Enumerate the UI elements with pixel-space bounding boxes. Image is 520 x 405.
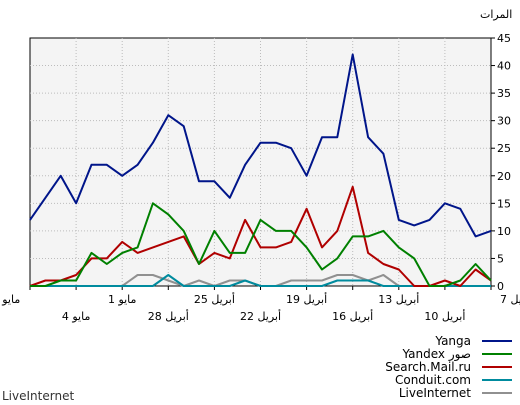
y-tick-label: 40 — [497, 60, 511, 73]
x-tick-label: 10 أبريل — [424, 309, 465, 323]
x-tick-label: 16 أبريل — [332, 309, 373, 323]
legend-label: LiveInternet — [399, 386, 471, 400]
y-tick-label: 15 — [497, 197, 511, 210]
x-tick-label: 4 مايو — [62, 310, 91, 323]
y-tick-label: 10 — [497, 225, 511, 238]
y-tick-label: 25 — [497, 142, 511, 155]
series-line — [30, 202, 492, 287]
y-tick-label: 5 — [497, 252, 504, 265]
x-tick-label: 22 أبريل — [240, 309, 281, 323]
y-tick-label: 30 — [497, 115, 511, 128]
x-ticks: 7 مايو 1 مايو 25 أبريل 19 أبريل 13 أبريل 7 أب… — [0, 286, 520, 323]
y-tick-label: 0 — [497, 280, 504, 293]
y-tick-label: 35 — [497, 87, 511, 100]
legend-label: Yanga — [434, 334, 471, 348]
x-tick-label: 13 أبريل — [378, 292, 419, 306]
footer-brand: LiveInternet — [2, 389, 74, 403]
legend-label: Conduit.com — [395, 373, 471, 387]
x-tick-label: 7 أبريل — [500, 292, 520, 306]
y-ticks: 0 5 10 15 20 25 30 35 40 45 — [491, 32, 511, 293]
series-line — [29, 185, 492, 287]
y-axis-label: المرات — [480, 8, 512, 21]
y-tick-label: 20 — [497, 170, 511, 183]
x-tick-label: 28 أبريل — [148, 309, 189, 323]
series-lines — [29, 53, 492, 287]
legend-label: Yandex صور — [401, 347, 471, 362]
legend-label: Search.Mail.ru — [385, 360, 471, 374]
y-tick-label: 45 — [497, 32, 511, 45]
x-tick-label: 19 أبريل — [286, 292, 327, 306]
x-tick-label: 25 أبريل — [194, 292, 235, 306]
series-line — [29, 53, 492, 238]
x-tick-label: 7 مايو — [0, 293, 20, 306]
x-tick-label: 1 مايو — [108, 293, 137, 306]
